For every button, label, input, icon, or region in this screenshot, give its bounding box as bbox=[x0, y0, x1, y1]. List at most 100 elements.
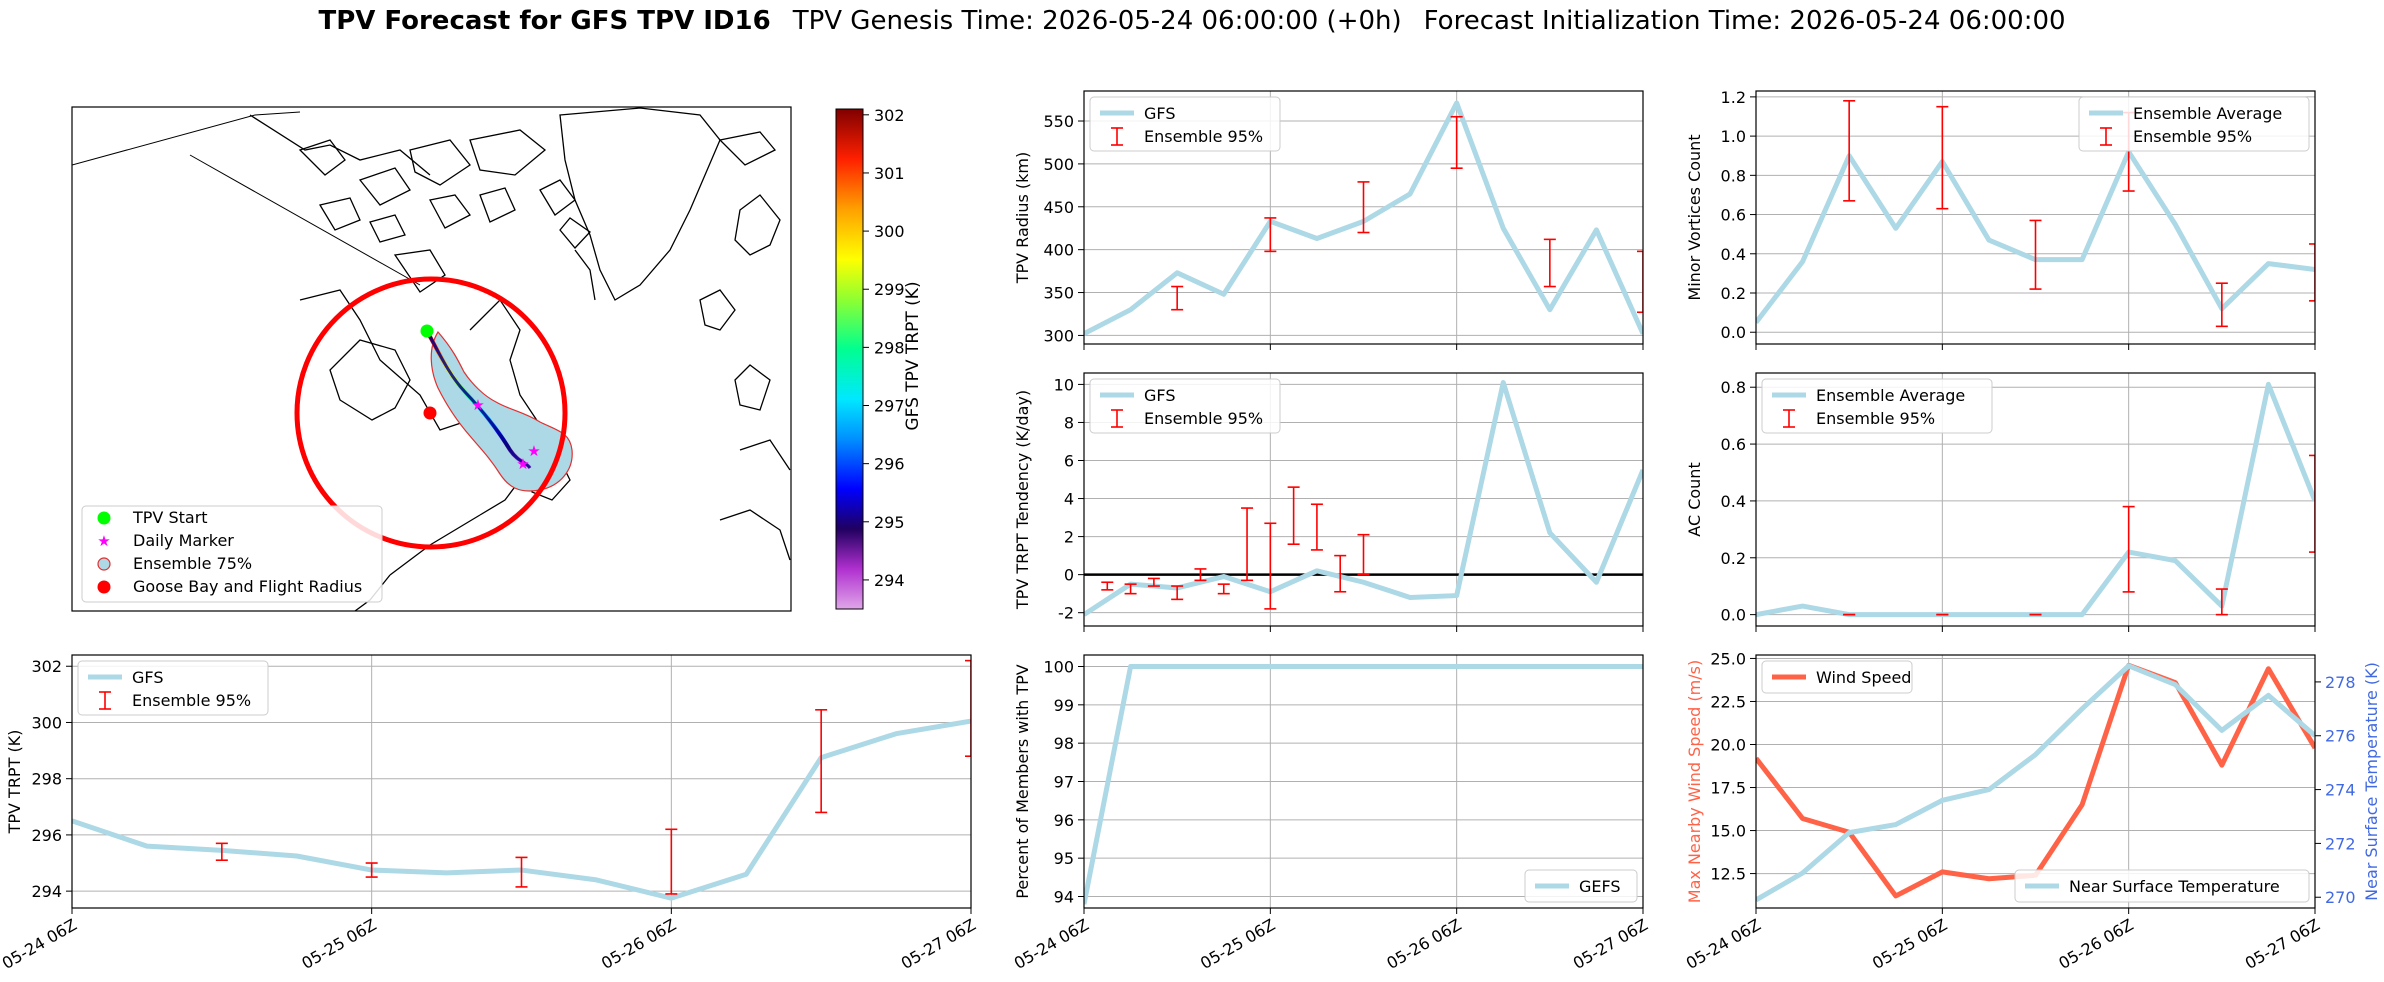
y-tick-label: 97 bbox=[1054, 773, 1074, 792]
y-right-tick-label: 270 bbox=[2325, 888, 2356, 907]
legend-errorbar-label: Ensemble 95% bbox=[132, 691, 251, 710]
y-axis-label: TPV TRPT Tendency (K/day) bbox=[1013, 390, 1032, 610]
colorbar-label: GFS TPV TRPT (K) bbox=[903, 281, 923, 430]
errorbar bbox=[965, 659, 971, 758]
legend-box bbox=[1089, 378, 1281, 434]
legend-temp-label: Near Surface Temperature bbox=[2069, 877, 2280, 896]
x-tick-label: 05-25 06Z bbox=[1197, 915, 1278, 973]
axes-frame bbox=[1755, 90, 2316, 345]
legend-start-label: TPV Start bbox=[132, 508, 208, 527]
x-tick-label: 05-27 06Z bbox=[1570, 915, 1651, 973]
genesis-time: TPV Genesis Time: 2026-05-24 06:00:00 (+… bbox=[792, 6, 1402, 36]
chart-tendency: -2 0 2 4 6 8 10 TPV TRPT Tendency (K/day) GFS Ens… bbox=[1013, 372, 1644, 632]
legend-box bbox=[77, 660, 269, 716]
figure-title: TPV Forecast for GFS TPV ID16 TPV Genesis… bbox=[0, 6, 2384, 36]
y-tick-label: 298 bbox=[31, 770, 62, 789]
legend: Ensemble Average Ensemble 95% bbox=[2078, 96, 2310, 152]
y-tick-label: 25.0 bbox=[1710, 649, 1746, 668]
y-tick-label: 500 bbox=[1043, 155, 1074, 174]
x-tick-label: 05-26 06Z bbox=[2055, 915, 2136, 973]
tpv-start-marker bbox=[420, 324, 434, 338]
y-axis-label: Minor Vortices Count bbox=[1685, 134, 1704, 300]
legend-goosebay-icon bbox=[97, 580, 111, 594]
y-right-tick-label: 274 bbox=[2325, 781, 2356, 800]
y-tick-label: 15.0 bbox=[1710, 822, 1746, 841]
y-tick-label: 300 bbox=[1043, 326, 1074, 345]
y-right-tick-label: 276 bbox=[2325, 727, 2356, 746]
map-legend: TPV Start ★ Daily Marker Ensemble 75% Go… bbox=[81, 505, 383, 603]
daily-marker-1: ★ bbox=[471, 396, 484, 414]
legend-series-label: Ensemble Average bbox=[1816, 386, 1965, 405]
legend: GFS Ensemble 95% bbox=[1089, 378, 1281, 434]
errorbar bbox=[1241, 507, 1254, 582]
errorbar bbox=[1194, 568, 1207, 582]
legend-series-label: GEFS bbox=[1579, 877, 1621, 896]
errorbar bbox=[1264, 217, 1277, 253]
axes-frame bbox=[1755, 372, 2316, 627]
y-tick-label: 550 bbox=[1043, 112, 1074, 131]
errorbar bbox=[1843, 100, 1856, 202]
y-tick-label: 2 bbox=[1064, 528, 1074, 547]
colorbar: 294 295 296 297 298 299 300 301 302 GFS TPV TRPT… bbox=[835, 106, 923, 610]
colorbar-tick-label: 296 bbox=[874, 455, 905, 474]
legend-box bbox=[1761, 660, 1913, 694]
y-tick-label: 0.6 bbox=[1721, 435, 1746, 454]
daily-marker-3: ★ bbox=[527, 442, 540, 460]
y-tick-label: 294 bbox=[31, 882, 62, 901]
y-tick-label: 0.0 bbox=[1721, 606, 1746, 625]
x-tick-label: 05-27 06Z bbox=[898, 915, 979, 973]
axes-frame bbox=[1083, 372, 1644, 627]
errorbar bbox=[1310, 503, 1323, 551]
y-tick-label: 6 bbox=[1064, 452, 1074, 471]
errorbar bbox=[1217, 583, 1230, 595]
axes-frame bbox=[71, 654, 972, 909]
legend-box bbox=[2014, 869, 2310, 903]
errorbar bbox=[1936, 105, 1949, 210]
goose-bay-marker bbox=[423, 406, 437, 420]
y-tick-label: 94 bbox=[1054, 888, 1074, 907]
y-tick-label: 296 bbox=[31, 826, 62, 845]
errorbar bbox=[1357, 181, 1370, 234]
y-tick-label: 8 bbox=[1064, 413, 1074, 432]
errorbar bbox=[815, 709, 828, 814]
errorbar bbox=[1171, 285, 1184, 311]
map-legend-box bbox=[81, 505, 383, 603]
y-axis-label: Max Nearby Wind Speed (m/s) bbox=[1685, 660, 1704, 903]
legend-daily-icon: ★ bbox=[97, 532, 110, 550]
y-tick-label: 17.5 bbox=[1710, 779, 1746, 798]
errorbar bbox=[2029, 219, 2042, 290]
errorbar bbox=[1171, 585, 1184, 601]
y-tick-label: 95 bbox=[1054, 849, 1074, 868]
legend: GEFS bbox=[1524, 869, 1638, 903]
x-tick-label: 05-24 06Z bbox=[1683, 915, 1764, 973]
y-tick-label: 12.5 bbox=[1710, 865, 1746, 884]
colorbar-tick-label: 299 bbox=[874, 280, 905, 299]
errorbar bbox=[1637, 250, 1643, 314]
legend-start-icon bbox=[97, 511, 111, 525]
y-axis-label: AC Count bbox=[1685, 462, 1704, 536]
y-right-tick-label: 272 bbox=[2325, 834, 2356, 853]
flight-radius-circle bbox=[294, 276, 568, 550]
y-tick-label: 4 bbox=[1064, 490, 1074, 509]
errorbar bbox=[1357, 533, 1370, 576]
y-axis-label: Percent of Members with TPV bbox=[1013, 664, 1032, 898]
colorbar-tick-label: 297 bbox=[874, 397, 905, 416]
y-right-axis-label: Near Surface Temperature (K) bbox=[2362, 662, 2381, 901]
y-tick-label: 300 bbox=[31, 713, 62, 732]
tpv-track-core bbox=[425, 330, 532, 469]
init-time: Forecast Initialization Time: 2026-05-24… bbox=[1423, 6, 2066, 36]
y-axis-label: TPV TRPT (K) bbox=[5, 730, 24, 835]
errorbar bbox=[1287, 486, 1300, 546]
chart-members: 94 95 96 97 98 99 100 05-24 06Z 05-25 06Z 05-26 0… bbox=[1011, 654, 1651, 973]
y-tick-label: 99 bbox=[1054, 696, 1074, 715]
errorbar bbox=[1124, 583, 1137, 595]
legend-temp: Near Surface Temperature bbox=[2014, 869, 2310, 903]
legend-box bbox=[1761, 378, 1993, 434]
errorbar bbox=[1101, 581, 1114, 591]
x-tick-label: 05-26 06Z bbox=[598, 915, 679, 973]
errorbar bbox=[1264, 522, 1277, 610]
legend-box bbox=[1524, 869, 1638, 903]
legend-ensemble-label: Ensemble 75% bbox=[133, 554, 252, 573]
daily-marker-2: ★ bbox=[516, 455, 529, 473]
errorbar bbox=[1334, 554, 1347, 593]
